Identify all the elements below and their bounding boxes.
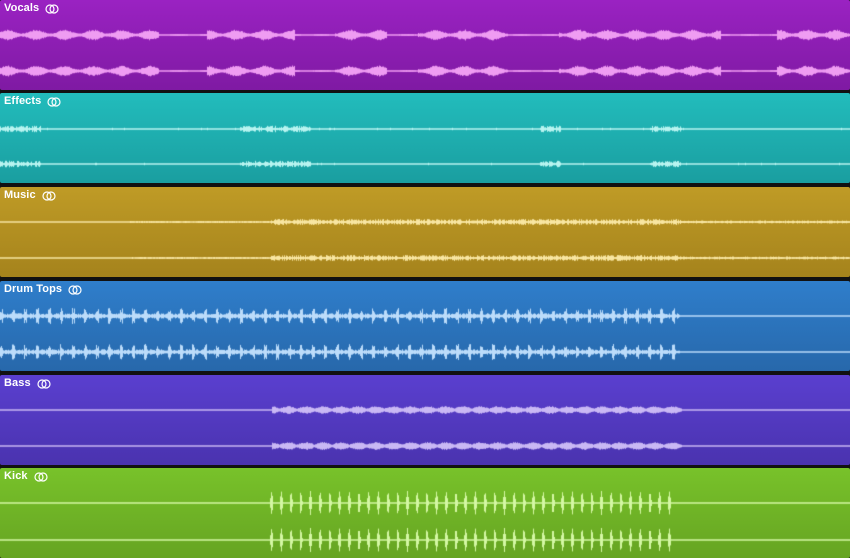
- waveform[interactable]: [0, 93, 850, 183]
- track-header: Bass: [4, 377, 51, 389]
- track-name: Kick: [4, 470, 28, 482]
- track-effects[interactable]: Effects: [0, 93, 850, 183]
- track-bass[interactable]: Bass: [0, 375, 850, 465]
- track-header: Vocals: [4, 2, 59, 14]
- track-name: Vocals: [4, 2, 40, 14]
- track-name: Bass: [4, 377, 31, 389]
- loop-icon[interactable]: [45, 3, 59, 14]
- track-name: Effects: [4, 95, 42, 107]
- waveform[interactable]: [0, 375, 850, 465]
- track-header: Effects: [4, 95, 61, 107]
- track-vocals[interactable]: Vocals: [0, 0, 850, 90]
- loop-icon[interactable]: [42, 190, 56, 201]
- track-header: Kick: [4, 470, 48, 482]
- loop-icon[interactable]: [37, 378, 51, 389]
- waveform[interactable]: [0, 281, 850, 371]
- waveform[interactable]: [0, 468, 850, 558]
- track-music[interactable]: Music: [0, 187, 850, 277]
- loop-icon[interactable]: [68, 284, 82, 295]
- track-header: Drum Tops: [4, 283, 82, 295]
- waveform[interactable]: [0, 187, 850, 277]
- loop-icon[interactable]: [34, 471, 48, 482]
- track-header: Music: [4, 189, 56, 201]
- loop-icon[interactable]: [47, 96, 61, 107]
- track-name: Music: [4, 189, 36, 201]
- track-name: Drum Tops: [4, 283, 63, 295]
- track-drum-tops[interactable]: Drum Tops: [0, 281, 850, 371]
- track-kick[interactable]: Kick: [0, 468, 850, 558]
- waveform[interactable]: [0, 0, 850, 90]
